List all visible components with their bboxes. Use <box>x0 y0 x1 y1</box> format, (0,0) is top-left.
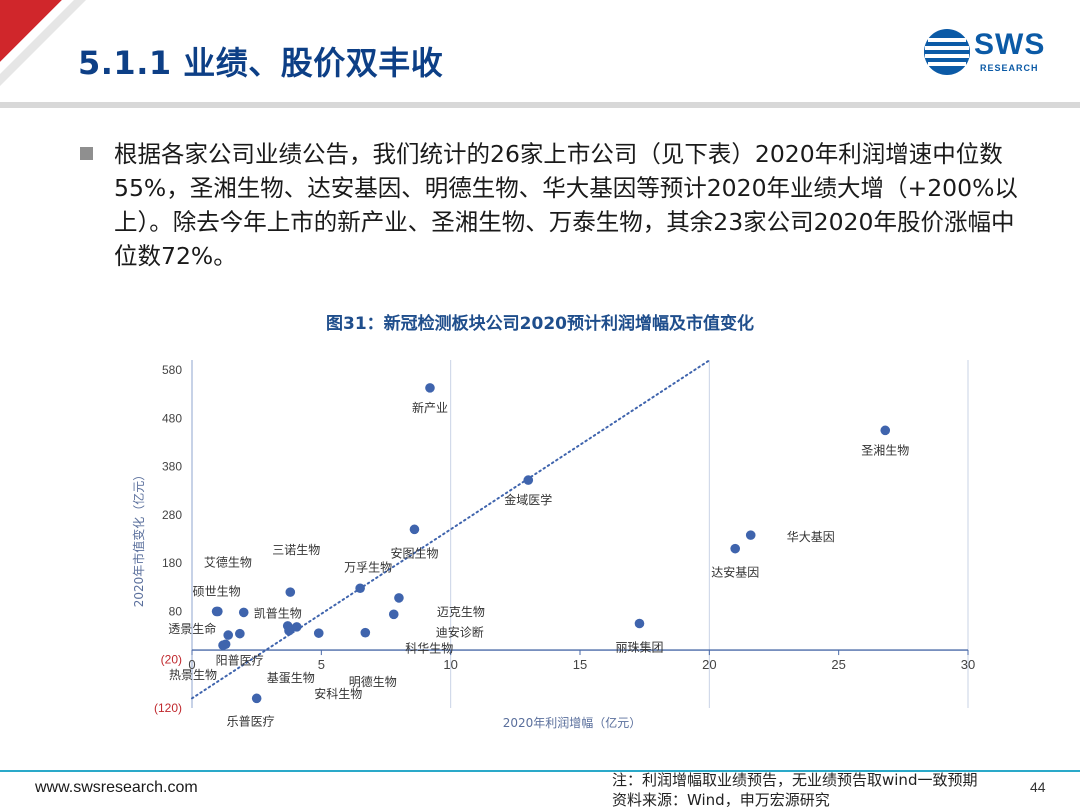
footer-note-line1: 注：利润增幅取业绩预告，无业绩预告取wind一致预期 <box>612 771 978 789</box>
x-tick-label: 0 <box>188 657 195 672</box>
page-title: 5.1.1 业绩、股价双丰收 <box>78 44 444 82</box>
x-axis-label: 2020年利润增幅（亿元） <box>503 715 642 730</box>
footer-divider <box>0 770 1080 772</box>
point-label: 乐普医疗 <box>227 714 275 728</box>
logo-subtext: RESEARCH <box>980 63 1039 73</box>
footer-website-link[interactable]: www.swsresearch.com <box>35 779 198 796</box>
data-point <box>730 543 740 554</box>
data-point <box>313 628 324 638</box>
data-point <box>634 618 645 629</box>
y-tick-label: 80 <box>169 604 183 618</box>
point-label: 迪安诊断 <box>436 624 484 639</box>
point-label: 安科生物 <box>314 686 362 701</box>
y-tick-label: 280 <box>162 508 182 522</box>
data-point <box>425 383 435 393</box>
point-label: 安图生物 <box>390 545 438 560</box>
y-tick-label: 480 <box>162 411 182 425</box>
x-tick-label: 25 <box>831 657 845 672</box>
point-label: 金域医学 <box>504 492 552 507</box>
y-tick-label: 380 <box>162 460 182 474</box>
footer-source-line: 资料来源：Wind，申万宏源研究 <box>612 791 830 809</box>
point-label: 迈克生物 <box>437 605 485 619</box>
point-label: 艾德生物 <box>204 554 252 569</box>
data-point <box>409 524 420 535</box>
x-tick-label: 5 <box>318 657 325 672</box>
point-label: 圣湘生物 <box>861 442 909 457</box>
data-point <box>238 607 249 618</box>
sws-logo: SWS RESEARCH <box>922 26 1062 78</box>
data-point <box>880 425 891 436</box>
figure-title: 图31：新冠检测板块公司2020预计利润增幅及市值变化 <box>326 314 754 334</box>
point-label: 热景生物 <box>169 668 217 682</box>
point-label: 硕世生物 <box>193 584 241 598</box>
point-label: 明德生物 <box>349 674 397 689</box>
footer-note: 注：利润增幅取业绩预告，无业绩预告取wind一致预期 资料来源：Wind，申万宏… <box>612 770 977 810</box>
point-label: 三诺生物 <box>272 543 320 557</box>
x-tick-label: 30 <box>961 657 975 672</box>
point-label: 新产业 <box>412 400 448 415</box>
point-label: 万孚生物 <box>344 560 392 574</box>
corner-decoration <box>0 0 86 86</box>
x-tick-label: 15 <box>573 657 587 672</box>
data-point <box>355 583 365 594</box>
data-point <box>360 627 371 638</box>
data-point <box>394 593 404 603</box>
y-tick-label: (20) <box>161 653 182 667</box>
data-point <box>745 530 756 540</box>
point-label: 科华生物 <box>405 642 453 656</box>
point-label: 透景生命 <box>168 621 216 636</box>
data-point <box>284 625 294 636</box>
data-point <box>388 609 399 620</box>
y-tick-label: 580 <box>162 363 182 377</box>
y-axis-label: 2020年市值变化（亿元） <box>131 469 146 608</box>
page-number: 44 <box>1030 779 1046 795</box>
data-point <box>291 622 302 632</box>
data-point <box>235 628 245 639</box>
x-tick-label: 10 <box>443 657 457 672</box>
y-tick-label: (120) <box>154 701 182 715</box>
data-point <box>223 630 234 640</box>
bullet-marker <box>80 147 93 160</box>
data-point <box>218 640 228 651</box>
point-label: 华大基因 <box>787 530 835 544</box>
point-label: 基蛋生物 <box>267 671 315 685</box>
y-tick-label: 180 <box>162 556 182 570</box>
data-point <box>523 475 534 485</box>
data-point <box>211 606 222 617</box>
x-tick-label: 20 <box>702 657 716 672</box>
point-label: 阳普医疗 <box>216 653 264 667</box>
scatter-chart: 580 480 380 280 180 80 (20) (120) 0 5 10 15 20 25 30 新… <box>131 359 975 730</box>
logo-text: SWS <box>974 28 1046 61</box>
data-point <box>251 693 262 704</box>
point-label: 达安基因 <box>711 565 759 580</box>
sws-globe-icon <box>924 29 970 75</box>
trend-line <box>191 359 711 700</box>
data-point <box>285 587 296 597</box>
header-divider <box>0 102 1080 108</box>
bullet-text: 根据各家公司业绩公告，我们统计的26家上市公司（见下表）2020年利润增速中位数… <box>114 140 1018 270</box>
point-label: 丽珠集团 <box>615 640 663 655</box>
point-label: 凯普生物 <box>254 606 302 620</box>
